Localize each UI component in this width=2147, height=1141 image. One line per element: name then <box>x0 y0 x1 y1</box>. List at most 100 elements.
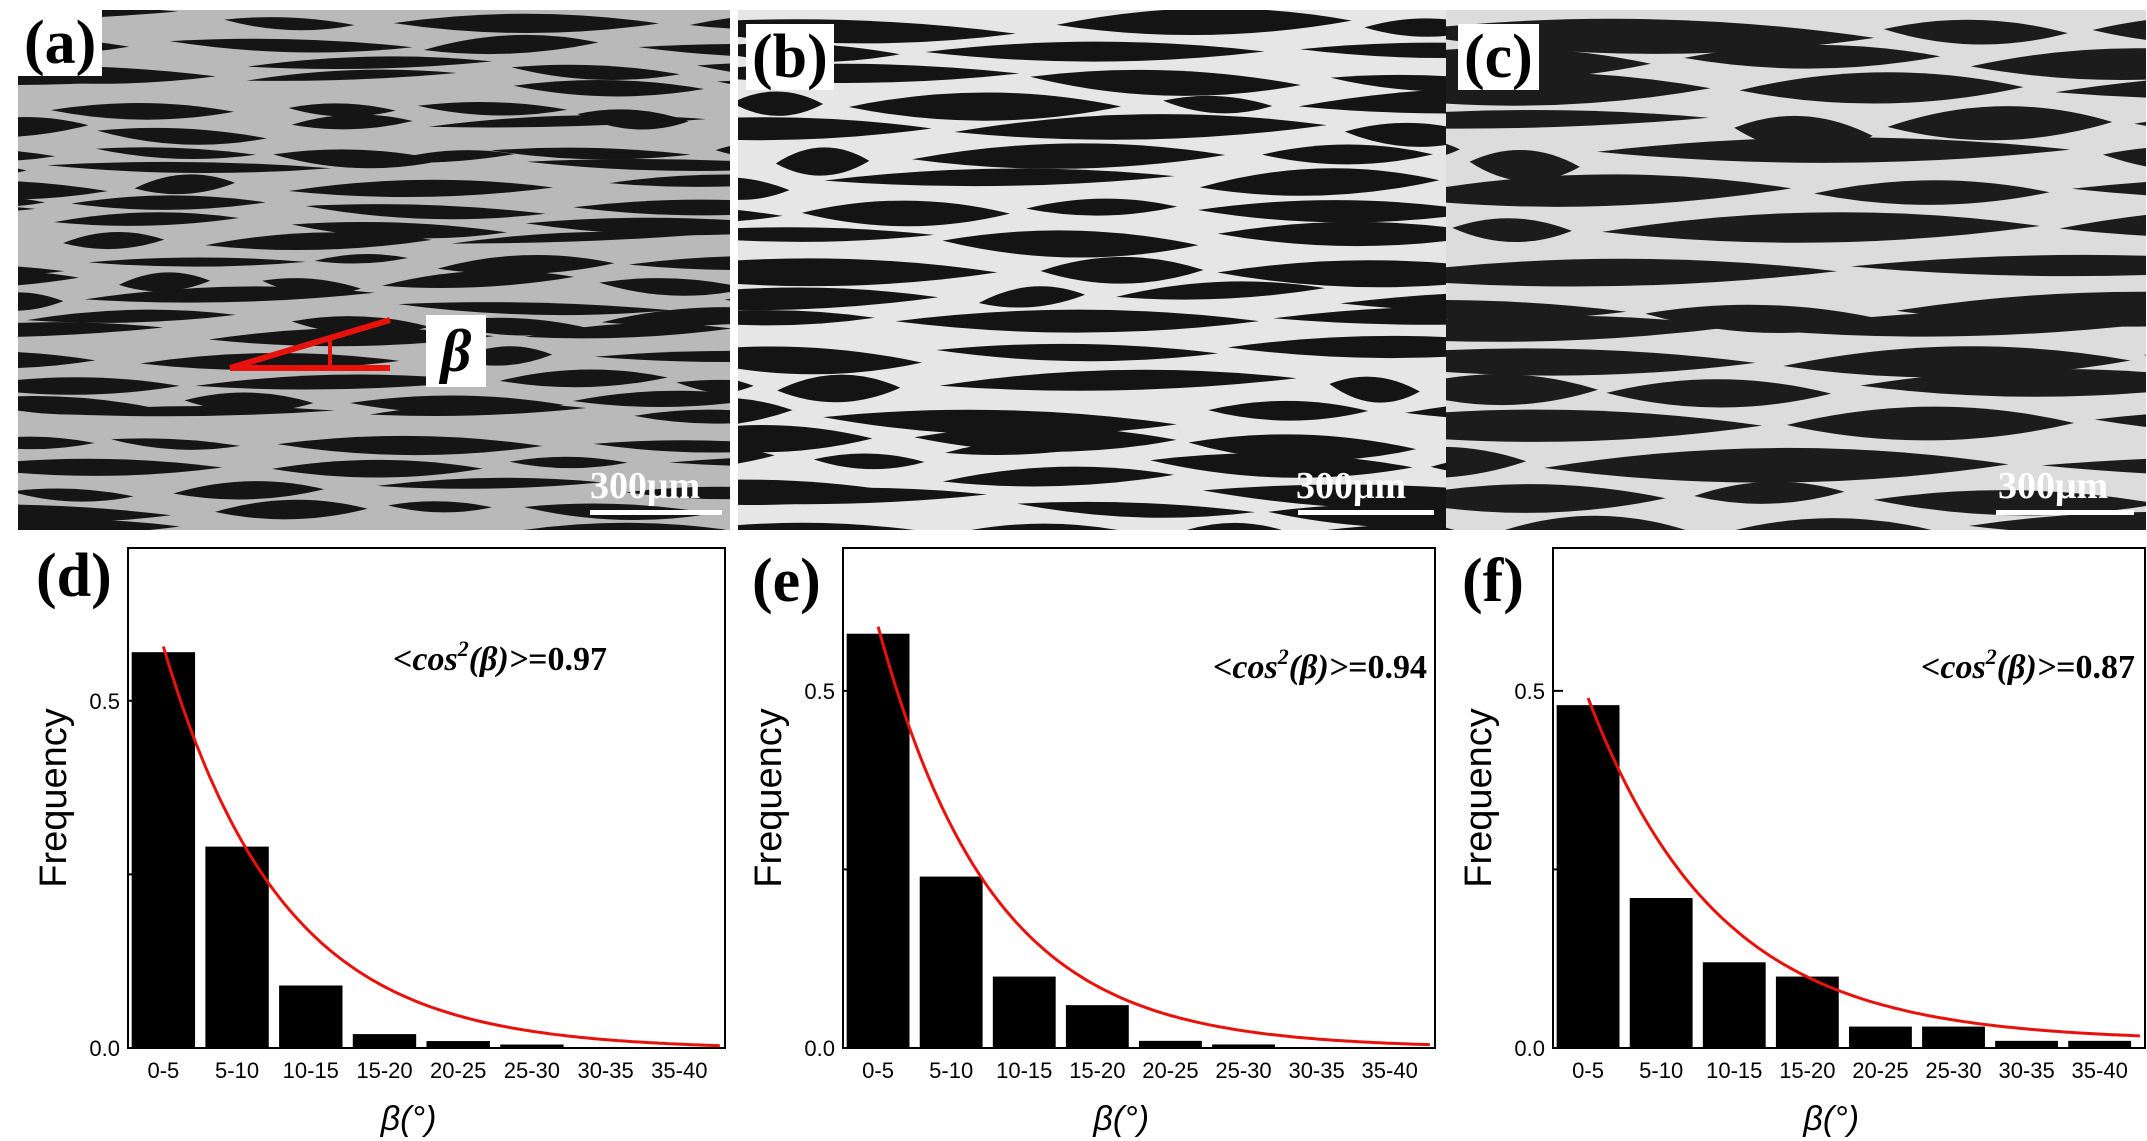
lamella-band <box>689 18 730 29</box>
x-category-label: 5-10 <box>929 1058 973 1083</box>
lamella-band <box>1606 379 1832 408</box>
lamella-band <box>393 13 659 34</box>
lamella-band <box>451 231 701 244</box>
lamella-band <box>724 298 730 301</box>
x-category-label: 35-40 <box>1362 1058 1418 1083</box>
bar-0-5 <box>846 633 910 1048</box>
bar-25-30 <box>1922 1026 1985 1048</box>
lamella-band <box>625 486 730 500</box>
x-category-label: 20-25 <box>1852 1058 1908 1083</box>
lamella-band <box>1405 405 1450 418</box>
y-axis-label: Frequency <box>33 708 75 888</box>
lamella-band <box>18 207 36 211</box>
lamella-band <box>1208 400 1369 421</box>
lamella-band <box>945 438 1110 456</box>
lamella-band <box>738 425 873 453</box>
lamella-band <box>1786 406 2075 441</box>
x-category-label: 30-35 <box>577 1058 633 1083</box>
lamella-band <box>523 522 726 530</box>
lamella-band <box>382 270 575 288</box>
y-tick-label: 0.0 <box>804 1036 835 1061</box>
lamella-band <box>1199 168 1440 196</box>
lamella-band <box>490 147 691 160</box>
lamella-band <box>912 143 1226 169</box>
lamella-band <box>1694 481 1845 504</box>
lamella-band <box>509 456 628 469</box>
lamella-band <box>398 302 672 316</box>
bar-5-10 <box>919 876 983 1048</box>
cos2-suffix: (β)> <box>469 641 528 678</box>
lamella-band <box>1446 315 1735 342</box>
lamella-band <box>1150 453 1413 478</box>
lamella-band <box>499 369 668 388</box>
lamella-band <box>2059 214 2146 236</box>
lamella-band <box>314 254 408 264</box>
bar-30-35 <box>1995 1040 2059 1048</box>
y-tick-label: 0.5 <box>1514 679 1545 704</box>
lamella-band <box>738 227 935 242</box>
cos2-value: =0.87 <box>2056 649 2135 686</box>
lamella-band <box>2094 414 2146 427</box>
y-tick-label: 0.5 <box>804 679 835 704</box>
lamella-band <box>1446 110 1709 129</box>
lamella-band <box>1683 44 1941 69</box>
x-category-label: 10-15 <box>1706 1058 1762 1083</box>
lamella-band <box>824 168 1175 187</box>
lamella-band <box>1813 180 2050 205</box>
lamella-band <box>214 499 368 520</box>
lamella-band <box>696 63 730 72</box>
lamella-band <box>1597 137 2071 163</box>
lamella-band <box>18 377 180 395</box>
x-category-label: 25-30 <box>1925 1058 1981 1083</box>
lamella-band <box>1298 89 1450 114</box>
lamella-band <box>669 458 730 466</box>
x-category-label: 0-5 <box>1572 1058 1604 1083</box>
x-category-label: 35-40 <box>2072 1058 2128 1083</box>
micrograph-b-image <box>738 10 1450 530</box>
x-category-label: 35-40 <box>651 1058 707 1083</box>
bar-0-5 <box>131 652 196 1048</box>
lamella-band <box>1330 74 1450 92</box>
lamella-band <box>247 56 493 70</box>
lamella-band <box>1446 174 1792 207</box>
lamella-band <box>738 287 939 311</box>
y-tick-label: 0.0 <box>89 1036 120 1061</box>
lamella-band <box>594 350 730 362</box>
x-category-label: 30-35 <box>1998 1058 2054 1083</box>
x-category-label: 15-20 <box>1069 1058 1125 1083</box>
micrograph-c-image <box>1446 10 2146 530</box>
lamella-band <box>2102 148 2146 167</box>
lamella-band <box>676 379 730 396</box>
lamella-band <box>1602 212 2040 243</box>
lamella-band <box>1735 518 1932 530</box>
lamella-band <box>1446 484 1666 513</box>
lamella-band <box>526 159 730 171</box>
lamella-band <box>97 127 267 145</box>
lamella-band <box>1446 300 1627 321</box>
lamella-band <box>95 147 257 160</box>
lamella-band <box>572 390 730 408</box>
scale-bar-a <box>590 510 722 515</box>
lamella-band <box>291 221 508 239</box>
lamella-band <box>1446 527 1455 530</box>
lamella-band <box>942 230 1199 258</box>
lamella-band <box>205 232 432 251</box>
lamella-band <box>511 64 680 81</box>
lamella-band <box>573 199 730 216</box>
lamella-band <box>18 322 164 337</box>
scale-bar-label-a: 300μm <box>590 465 701 507</box>
lamella-band <box>387 501 493 513</box>
lamella-band <box>801 200 1010 227</box>
scale-bar-label-b: 300μm <box>1296 465 1407 507</box>
lamella-band <box>599 278 730 296</box>
bar-5-10 <box>1629 898 1693 1048</box>
lamella-band <box>384 150 515 163</box>
x-category-label: 0-5 <box>862 1058 894 1083</box>
lamella-band <box>1505 515 1686 530</box>
lamella-band <box>813 453 925 470</box>
micrograph-c: (c) 300μm <box>1446 10 2146 530</box>
fit-curve <box>161 646 720 1048</box>
lamella-band <box>1273 306 1450 325</box>
lamella-band <box>437 254 615 275</box>
x-category-label: 25-30 <box>1215 1058 1271 1083</box>
